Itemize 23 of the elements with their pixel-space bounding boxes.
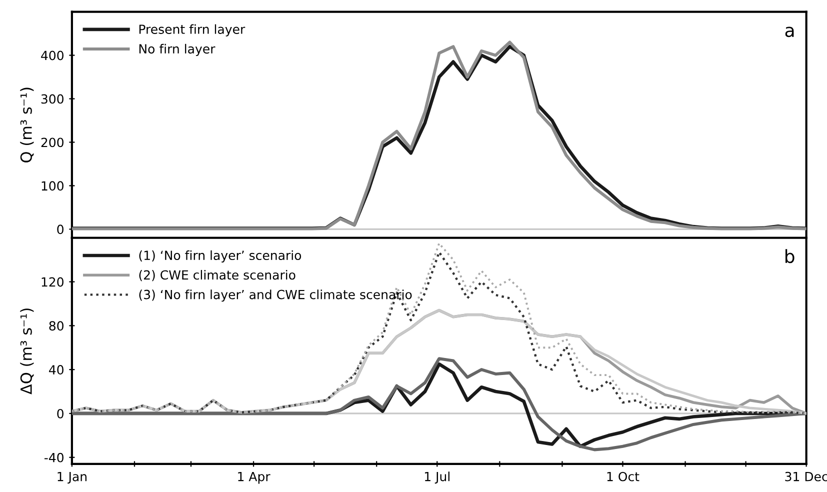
y-tick-label: 40 — [49, 365, 64, 374]
legend-label: No firn layer — [139, 44, 216, 56]
legend-label: (1) ‘No firn layer’ scenario — [139, 250, 302, 262]
annotation: a — [785, 26, 794, 38]
y-axis-title: ΔQ (m³ s⁻¹) — [20, 308, 34, 394]
legend-label: (3) ‘No firn layer’ and CWE climate scenario — [139, 290, 412, 302]
y-tick-label: 300 — [41, 94, 64, 104]
y-tick-label: 120 — [42, 277, 64, 287]
y-tick-label: -40 — [44, 452, 64, 462]
y-tick-label: 200 — [41, 138, 64, 148]
x-tick-label: 1 Jan — [58, 472, 86, 484]
y-tick-label: 400 — [41, 50, 64, 60]
x-tick-label: 1 Jul — [424, 472, 450, 484]
annotation: b — [785, 249, 794, 264]
x-tick-label: 1 Oct — [607, 472, 640, 482]
y-tick-label: 0 — [57, 408, 64, 418]
y-tick-label: 100 — [42, 181, 64, 191]
x-tick-label: 1 Apr — [238, 472, 270, 484]
y-axis-title: Q (m³ s⁻¹) — [20, 88, 34, 162]
legend-label: (2) CWE climate scenario — [139, 270, 296, 282]
y-tick-label: 0 — [57, 224, 64, 234]
y-tick-label: 80 — [49, 321, 64, 331]
legend-label: Present firn layer — [139, 24, 246, 36]
